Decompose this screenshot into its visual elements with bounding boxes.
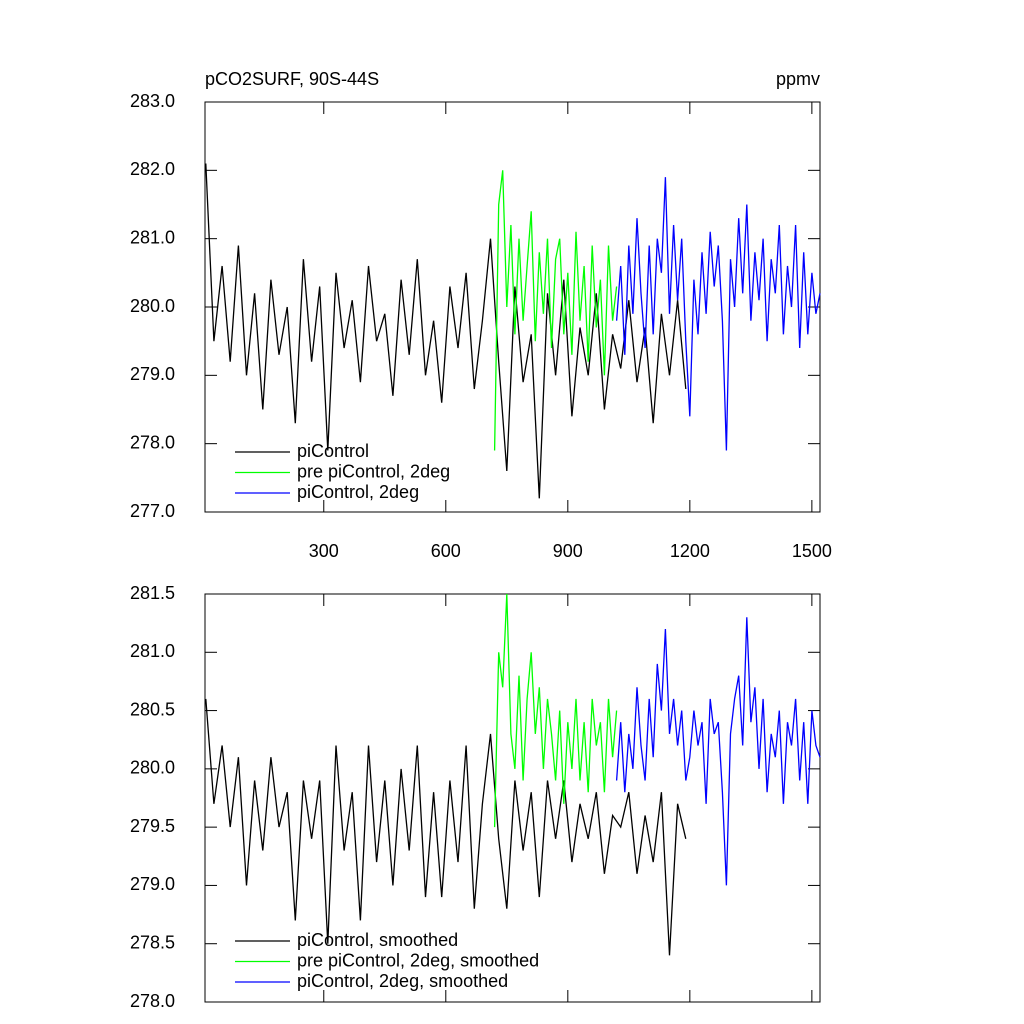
- series-line: [493, 170, 618, 451]
- series-line: [615, 617, 821, 886]
- series-line: [205, 163, 687, 499]
- legend-label: pre piControl, 2deg, smoothed: [297, 950, 539, 970]
- y-tick-label: 278.0: [130, 432, 175, 452]
- x-tick-label: 1200: [670, 541, 710, 561]
- legend-label: piControl: [297, 441, 369, 461]
- legend-label: piControl, smoothed: [297, 930, 458, 950]
- series-line: [615, 177, 821, 451]
- y-tick-label: 281.0: [130, 641, 175, 661]
- legend-label: pre piControl, 2deg: [297, 461, 450, 481]
- x-tick-label: 300: [309, 541, 339, 561]
- y-tick-label: 279.0: [130, 874, 175, 894]
- y-tick-label: 279.0: [130, 364, 175, 384]
- y-tick-label: 280.0: [130, 296, 175, 316]
- legend-label: piControl, 2deg: [297, 482, 419, 502]
- y-tick-label: 278.5: [130, 932, 175, 952]
- chart-title: pCO2SURF, 90S-44S: [205, 69, 379, 89]
- x-tick-label: 1500: [792, 541, 832, 561]
- series-line: [493, 593, 618, 828]
- y-tick-label: 281.5: [130, 583, 175, 603]
- plot-frame: [204, 593, 821, 1003]
- y-tick-label: 283.0: [130, 91, 175, 111]
- y-tick-label: 278.0: [130, 991, 175, 1011]
- x-tick-label: 900: [553, 541, 583, 561]
- y-tick-label: 280.5: [130, 699, 175, 719]
- y-tick-label: 281.0: [130, 227, 175, 247]
- legend-label: piControl, 2deg, smoothed: [297, 971, 508, 991]
- y-tick-label: 277.0: [130, 501, 175, 521]
- y-tick-label: 280.0: [130, 758, 175, 778]
- y-tick-label: 282.0: [130, 159, 175, 179]
- units-label: ppmv: [776, 69, 820, 89]
- series-line: [205, 698, 687, 956]
- y-tick-label: 279.5: [130, 816, 175, 836]
- x-tick-label: 600: [431, 541, 461, 561]
